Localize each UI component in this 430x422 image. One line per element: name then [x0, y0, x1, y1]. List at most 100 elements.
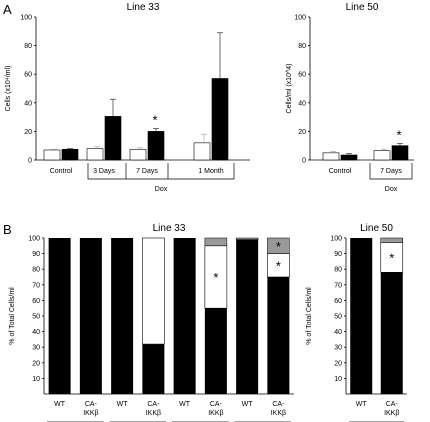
y-axis-label: Cells/ml (x10^4): [286, 64, 293, 114]
bar-label: WT: [117, 401, 129, 408]
y-tick-label: 40: [298, 100, 306, 107]
y-tick-label: 100: [20, 15, 32, 22]
bar-segment-black: [111, 238, 134, 394]
bar-ca-ikkb: [61, 148, 79, 161]
y-tick-label: 80: [298, 43, 306, 50]
y-tick-label: 20: [334, 360, 342, 367]
bar-wt: [373, 150, 391, 161]
bar-segment-black: [204, 308, 227, 394]
y-tick-label: 90: [32, 251, 40, 258]
significance-star: *: [276, 239, 281, 254]
bar-segment-black: [173, 238, 196, 394]
bar-segment-gray: [204, 237, 228, 247]
bar-wt: [43, 149, 61, 161]
y-tick-label: 20: [24, 129, 32, 136]
bar-label: CA-: [386, 401, 399, 408]
chart-title: Line 50: [360, 223, 393, 234]
y-tick-label: 30: [334, 345, 342, 352]
panel-label-b: B: [3, 222, 12, 237]
bar-label: CA-: [85, 401, 98, 408]
bar-segment-black: [380, 272, 403, 394]
bar-label: IKKβ: [271, 410, 286, 417]
category-label: 7 Days: [380, 168, 402, 175]
chart-title: Line 33: [153, 223, 186, 234]
y-tick-label: 20: [32, 360, 40, 367]
y-axis-label: % of Total Cells/ml: [306, 287, 313, 345]
bar-label: WT: [242, 401, 254, 408]
bar-label: CA-: [272, 401, 285, 408]
bar-segment-black: [142, 344, 165, 394]
significance-star: *: [396, 128, 401, 143]
significance-star: *: [213, 270, 218, 285]
y-tick-label: 80: [24, 43, 32, 50]
y-tick-label: 10: [334, 376, 342, 383]
bar-segment-gray: [380, 237, 403, 243]
y-tick-label: 70: [334, 282, 342, 289]
bar-label: IKKβ: [208, 410, 223, 417]
bar-label: WT: [54, 401, 66, 408]
y-tick-label: 60: [298, 72, 306, 79]
bar-segment-black: [236, 239, 259, 394]
y-tick-label: 80: [32, 267, 40, 274]
y-tick-label: 80: [334, 267, 342, 274]
panel-label-a: A: [3, 2, 12, 17]
dox-bracket: [369, 163, 413, 180]
bar-segment-gray: [235, 237, 259, 240]
category-label: Control: [329, 168, 352, 175]
y-tick-label: 100: [28, 236, 40, 243]
y-tick-label: 40: [24, 100, 32, 107]
bar-segment-black: [48, 238, 71, 394]
y-tick-label: 60: [24, 72, 32, 79]
bar-ca-ikkb: [340, 154, 358, 161]
y-tick-label: 0: [302, 158, 306, 165]
y-tick-label: 60: [334, 298, 342, 305]
y-tick-label: 30: [32, 345, 40, 352]
dox-bracket: [87, 163, 235, 180]
bar-segment-black: [350, 238, 373, 394]
bar-ca-ikkb: [104, 116, 122, 161]
bar-label: IKKβ: [384, 410, 399, 417]
y-tick-label: 50: [32, 314, 40, 321]
bar-segment-gray: [267, 237, 290, 254]
y-tick-label: 100: [330, 236, 342, 243]
category-label: Control: [50, 168, 73, 175]
group-label: Dox: [385, 186, 398, 193]
group-label: Dox: [155, 186, 168, 193]
bar-segment-white: [142, 237, 165, 345]
bar-wt: [322, 152, 340, 161]
y-tick-label: 20: [298, 129, 306, 136]
y-tick-label: 50: [334, 314, 342, 321]
chart-title: Line 33: [127, 2, 160, 13]
y-tick-label: 70: [32, 282, 40, 289]
significance-star: *: [276, 258, 281, 273]
bar-label: CA-: [147, 401, 160, 408]
bar-label: IKKβ: [146, 410, 161, 417]
significance-star: *: [389, 251, 394, 266]
bar-label: IKKβ: [83, 410, 98, 417]
y-tick-label: 100: [294, 15, 306, 22]
bar-segment-black: [267, 277, 290, 394]
category-label: 3 Days: [93, 168, 115, 175]
y-tick-label: 60: [32, 298, 40, 305]
y-axis-label: % of Total Cells/ml: [9, 287, 16, 345]
y-axis-label: Cells (x10⁴/ml): [5, 66, 12, 112]
chart-title: Line 50: [346, 2, 379, 13]
bar-wt: [129, 148, 147, 161]
bar-label: WT: [179, 401, 191, 408]
charts: 0 20 40 60 80 100 Line 33 Cells (x10⁴/ml) * Contr…: [5, 2, 414, 422]
category-label: 1 Month: [198, 168, 223, 175]
y-tick-label: 40: [334, 329, 342, 336]
bar-ca-ikkb: [147, 131, 165, 161]
significance-star: *: [152, 113, 157, 128]
bar-segment-black: [79, 238, 102, 394]
y-tick-label: 90: [334, 251, 342, 258]
category-label: 7 Days: [136, 168, 158, 175]
bar-wt: [193, 142, 211, 161]
y-tick-label: 10: [32, 376, 40, 383]
bar-label: WT: [356, 401, 368, 408]
bar-ca-ikkb: [391, 145, 409, 161]
bar-wt: [86, 148, 104, 161]
bar-ca-ikkb: [211, 78, 229, 161]
bar-label: CA-: [210, 401, 223, 408]
